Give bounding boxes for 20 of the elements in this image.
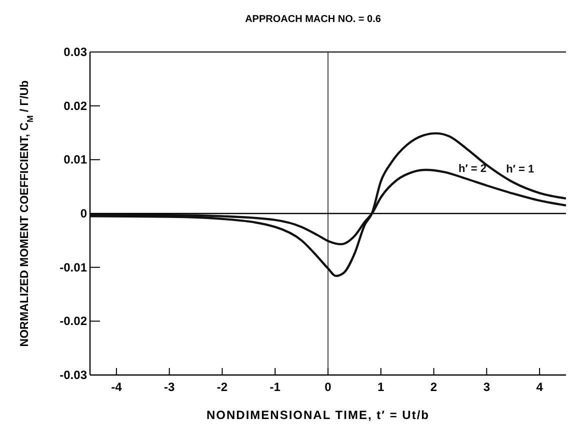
y-tick-label: 0.01 [64,152,88,167]
y-tick-label: 0 [80,206,88,220]
y-tick-label: -0.01 [60,260,88,274]
x-tick-label: 1 [378,380,385,394]
series-label: h′ = 2 [458,162,487,175]
y-tick-label: -0.03 [60,368,88,382]
x-tick-label: -1 [270,380,281,394]
series-label: h′ = 1 [506,163,534,176]
x-tick-label: 3 [483,380,490,394]
y-tick-label: 0.02 [64,98,88,113]
x-tick-label: 4 [536,380,544,394]
y-tick-label: -0.02 [60,314,88,328]
x-tick-label: 2 [430,380,438,394]
chart-title: APPROACH MACH NO. = 0.6 [245,14,382,25]
x-tick-label: -3 [164,380,175,394]
y-tick-label: 0.03 [64,45,88,59]
x-tick-label: -4 [111,380,122,394]
x-tick-label: 0 [324,380,332,394]
x-axis-title: NONDIMENSIONAL TIME, t′ = Ut/b [206,408,430,422]
x-tick-label: -2 [216,380,228,394]
